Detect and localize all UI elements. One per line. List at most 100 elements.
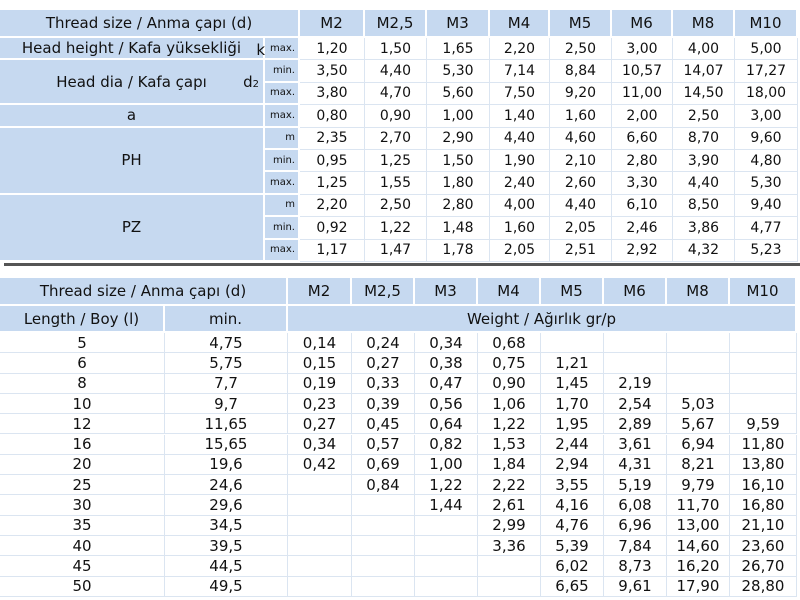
length-cell: 16	[0, 434, 165, 455]
weight-cell: 6,65	[541, 576, 604, 597]
value-cell: 2,51	[550, 239, 612, 262]
column-header: M2,5	[365, 10, 427, 38]
value-cell: 1,50	[427, 150, 490, 173]
value-cell: 7,50	[490, 82, 550, 106]
weight-cell	[604, 353, 667, 374]
value-cell: 3,30	[612, 172, 673, 195]
weight-cell: 0,64	[415, 414, 478, 435]
weight-cell	[288, 515, 352, 536]
weight-cell: 16,80	[730, 495, 797, 516]
weight-cell: 9,59	[730, 414, 797, 435]
weight-cell: 0,57	[352, 434, 415, 455]
value-cell: 5,30	[735, 172, 798, 195]
value-cell: 17,27	[735, 60, 798, 83]
min-cell: 34,5	[165, 515, 288, 536]
column-header: M2,5	[352, 278, 415, 306]
row-label: PH	[0, 127, 265, 195]
value-cell: 18,00	[735, 82, 798, 106]
weight-cell	[288, 495, 352, 516]
column-header: M3	[415, 278, 478, 306]
value-cell: 11,00	[612, 82, 673, 106]
weight-cell: 6,08	[604, 495, 667, 516]
symbol-subscript: 2	[252, 78, 259, 90]
weight-cell: 6,94	[667, 434, 730, 455]
weight-cell: 9,61	[604, 576, 667, 597]
weight-cell	[730, 393, 797, 415]
length-cell: 6	[0, 353, 165, 374]
length-cell: 30	[0, 495, 165, 516]
value-cell: 6,60	[612, 127, 673, 150]
value-cell: 8,70	[673, 127, 735, 150]
value-cell: 1,00	[427, 105, 490, 128]
weight-cell	[288, 475, 352, 496]
value-cell: 4,80	[735, 150, 798, 173]
value-cell: 9,60	[735, 127, 798, 150]
weight-cell: 11,80	[730, 434, 797, 455]
weight-cell: 1,00	[415, 454, 478, 476]
value-cell: 2,40	[490, 172, 550, 195]
weight-cell: 0,45	[352, 414, 415, 435]
min-cell: 49,5	[165, 576, 288, 597]
value-cell: 0,80	[300, 105, 365, 128]
value-cell: 1,55	[365, 172, 427, 195]
value-cell: 0,90	[365, 105, 427, 128]
value-cell: 2,10	[550, 150, 612, 173]
weight-cell	[288, 576, 352, 597]
weight-cell	[730, 353, 797, 374]
value-cell: 4,40	[490, 127, 550, 150]
weight-cell: 0,42	[288, 454, 352, 476]
min-cell: 4,75	[165, 333, 288, 354]
weight-cell	[415, 515, 478, 536]
weight-cell: 0,68	[478, 333, 541, 354]
weight-cell: 2,19	[604, 373, 667, 394]
weight-cell: 8,73	[604, 556, 667, 577]
value-cell: 2,60	[550, 172, 612, 195]
qualifier: min.	[265, 60, 300, 83]
min-cell: 11,65	[165, 414, 288, 435]
weight-cell: 2,44	[541, 434, 604, 455]
length-cell: 25	[0, 475, 165, 496]
column-header: M3	[427, 10, 490, 38]
value-cell: 4,70	[365, 82, 427, 106]
min-cell: 19,6	[165, 454, 288, 476]
min-cell: 5,75	[165, 353, 288, 374]
column-header: M6	[612, 10, 673, 38]
weight-cell: 6,96	[604, 515, 667, 536]
length-cell: 50	[0, 576, 165, 597]
weight-cell: 1,84	[478, 454, 541, 476]
value-cell: 4,40	[365, 60, 427, 83]
value-cell: 5,23	[735, 239, 798, 262]
column-header: M4	[490, 10, 550, 38]
weight-cell	[667, 373, 730, 394]
weight-cell: 1,95	[541, 414, 604, 435]
weight-cell: 28,80	[730, 576, 797, 597]
value-cell: 1,47	[365, 239, 427, 262]
weight-cell: 3,55	[541, 475, 604, 496]
value-cell: 2,00	[612, 105, 673, 128]
weight-cell: 0,75	[478, 353, 541, 374]
column-header: M4	[478, 278, 541, 306]
weight-cell: 5,39	[541, 536, 604, 557]
weight-cell	[415, 576, 478, 597]
length-cell: 12	[0, 414, 165, 435]
row-label: a	[0, 105, 265, 128]
weight-cell: 13,00	[667, 515, 730, 536]
weight-cell	[352, 495, 415, 516]
symbol-letter: d	[243, 72, 253, 91]
value-cell: 1,25	[300, 172, 365, 195]
weight-cell	[352, 536, 415, 557]
weight-cell	[604, 333, 667, 354]
value-cell: 8,50	[673, 194, 735, 218]
value-cell: 1,80	[427, 172, 490, 195]
value-cell: 2,92	[612, 239, 673, 262]
value-cell: 2,20	[300, 194, 365, 218]
value-cell: 1,20	[300, 38, 365, 61]
weight-cell: 16,10	[730, 475, 797, 496]
qualifier: max.	[265, 38, 300, 61]
length-cell: 45	[0, 556, 165, 577]
weight-cell: 4,16	[541, 495, 604, 516]
weight-cell: 16,20	[667, 556, 730, 577]
value-cell: 1,22	[365, 217, 427, 240]
qualifier: m	[265, 127, 300, 150]
weight-cell: 4,31	[604, 454, 667, 476]
